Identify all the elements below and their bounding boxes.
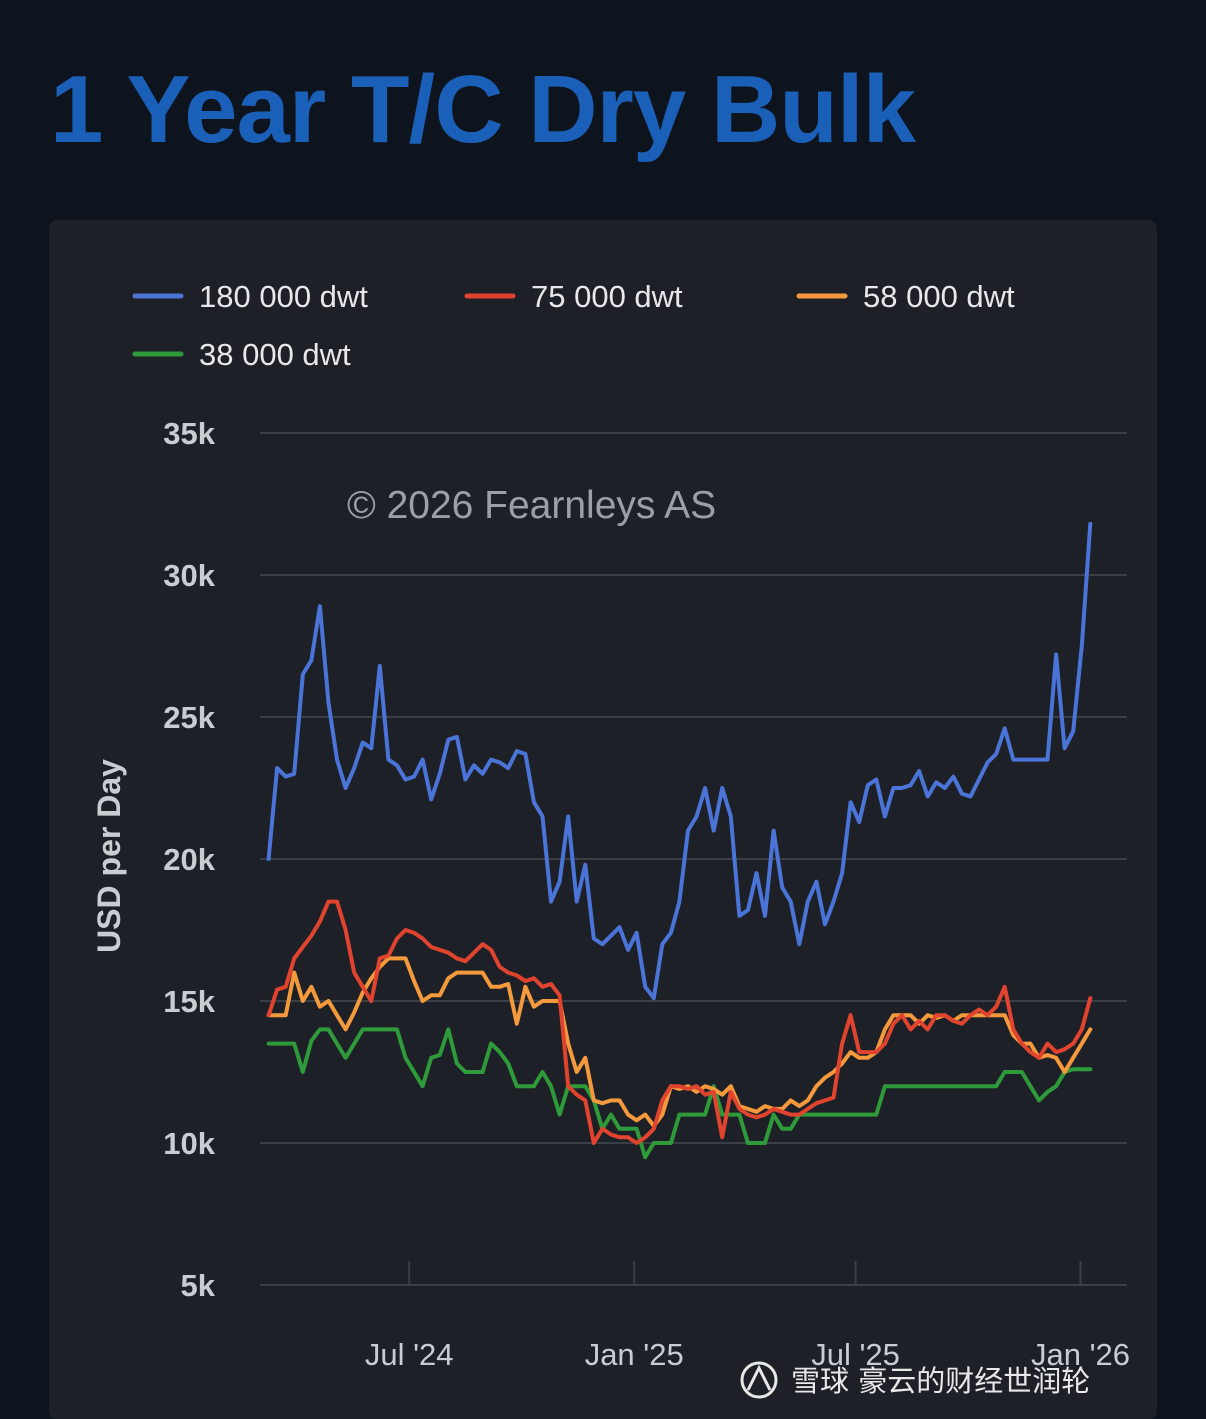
x-tick-label: Jan '26 (1031, 1337, 1130, 1372)
y-gridlines (260, 432, 1127, 1286)
series-line-58-000-dwt (266, 956, 1093, 1128)
y-tick-label: 15k (163, 984, 215, 1019)
page-title: 1 Year T/C Dry Bulk (50, 56, 916, 163)
legend-item[interactable]: 180 000 dwt (132, 279, 368, 314)
legend-item[interactable]: 38 000 dwt (132, 337, 351, 372)
y-axis-ticks: 5k 10k 15k 20k 25k 30k 35k (163, 416, 215, 1303)
x-tick-label: Jul '24 (365, 1337, 454, 1372)
x-tick-label: Jan '25 (585, 1337, 684, 1372)
line-chart: 180 000 dwt 75 000 dwt 58 000 dwt 38 000 dw… (91, 279, 1130, 1372)
legend-label: 58 000 dwt (863, 279, 1015, 314)
copyright-credit: © 2026 Fearnleys AS (347, 484, 716, 527)
y-tick-label: 35k (163, 416, 215, 451)
series-line-180-000-dwt (266, 521, 1093, 1001)
y-axis-label: USD per Day (91, 759, 127, 953)
chart-panel: 180 000 dwt 75 000 dwt 58 000 dwt 38 000 dw… (49, 220, 1157, 1419)
legend-label: 75 000 dwt (531, 279, 683, 314)
x-axis-ticks: Jul '24 Jan '25 Jul '25 Jan '26 (365, 1261, 1130, 1372)
y-tick-label: 25k (163, 700, 215, 735)
y-tick-label: 5k (181, 1268, 216, 1303)
legend-label: 38 000 dwt (199, 337, 351, 372)
y-tick-label: 20k (163, 842, 215, 877)
legend-label: 180 000 dwt (199, 279, 368, 314)
chart-legend: 180 000 dwt 75 000 dwt 58 000 dwt 38 000 dw… (132, 279, 1015, 372)
series-line-75-000-dwt (266, 899, 1093, 1145)
y-tick-label: 30k (163, 558, 215, 593)
legend-item[interactable]: 58 000 dwt (796, 279, 1015, 314)
x-tick-label: Jul '25 (811, 1337, 900, 1372)
legend-item[interactable]: 75 000 dwt (464, 279, 683, 314)
series-lines (266, 521, 1093, 1160)
series-line-38-000-dwt (266, 1027, 1093, 1160)
y-tick-label: 10k (163, 1126, 215, 1161)
